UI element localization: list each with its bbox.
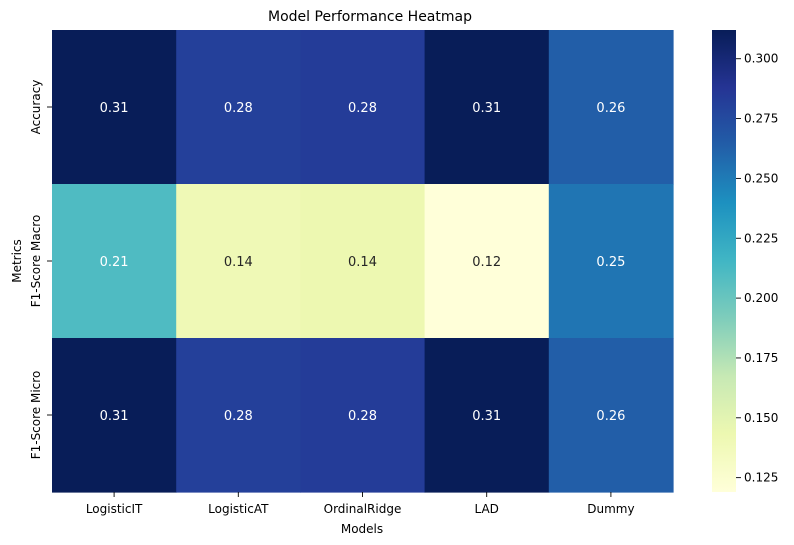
cell-value-label: 0.14 bbox=[224, 255, 253, 270]
heatmap-cell bbox=[300, 30, 426, 185]
heatmap-cell bbox=[176, 184, 301, 339]
heatmap-cell bbox=[548, 184, 674, 339]
cell-value-label: 0.31 bbox=[100, 409, 129, 424]
cell-value-label: 0.28 bbox=[348, 101, 377, 116]
heatmap-cell bbox=[176, 30, 301, 185]
colorbar-ticks: 0.125 0.150 0.175 0.200 0.225 0.250 0.275 0.300 bbox=[736, 52, 778, 485]
x-tick-label: LogisticIT bbox=[86, 502, 143, 516]
colorbar-tick-label: 0.200 bbox=[744, 291, 778, 305]
colorbar-tick-label: 0.125 bbox=[744, 471, 778, 485]
heatmap-cell bbox=[424, 30, 550, 185]
colorbar-tick-label: 0.150 bbox=[744, 411, 778, 425]
cell-value-label: 0.31 bbox=[472, 409, 501, 424]
heatmap-cell-labels: 0.31 0.28 0.28 0.31 0.26 0.21 0.14 0.14 0.12 0.25… bbox=[100, 101, 626, 424]
cell-value-label: 0.28 bbox=[348, 409, 377, 424]
x-axis: LogisticIT LogisticAT OrdinalRidge LAD Dummy bbox=[86, 492, 635, 516]
chart-title: Model Performance Heatmap bbox=[268, 9, 472, 25]
heatmap-cell bbox=[548, 30, 674, 185]
cell-value-label: 0.26 bbox=[596, 101, 625, 116]
y-axis: Accuracy F1-Score Macro F1-Score Micro bbox=[29, 80, 52, 460]
colorbar-tick-label: 0.175 bbox=[744, 351, 778, 365]
cell-value-label: 0.31 bbox=[100, 101, 129, 116]
colorbar-tick-label: 0.300 bbox=[744, 52, 778, 66]
heatmap-cell bbox=[52, 30, 177, 185]
heatmap-cell bbox=[548, 338, 674, 493]
colorbar-gradient bbox=[712, 30, 736, 492]
y-tick-label: F1-Score Macro bbox=[29, 215, 43, 308]
heatmap-cells bbox=[52, 30, 674, 493]
y-tick-label: Accuracy bbox=[29, 80, 43, 135]
cell-value-label: 0.28 bbox=[224, 101, 253, 116]
cell-value-label: 0.12 bbox=[472, 255, 501, 270]
y-tick-label: F1-Score Micro bbox=[29, 371, 43, 460]
heatmap-cell bbox=[300, 184, 426, 339]
x-axis-label: Models bbox=[341, 522, 383, 536]
heatmap-cell bbox=[52, 184, 177, 339]
x-tick-label: OrdinalRidge bbox=[324, 502, 402, 516]
heatmap-cell bbox=[176, 338, 301, 493]
cell-value-label: 0.28 bbox=[224, 409, 253, 424]
heatmap-cell bbox=[424, 338, 550, 493]
cell-value-label: 0.21 bbox=[100, 255, 129, 270]
x-tick-label: LogisticAT bbox=[208, 502, 269, 516]
y-axis-label: Metrics bbox=[10, 239, 24, 283]
colorbar-tick-label: 0.250 bbox=[744, 171, 778, 185]
heatmap-cell bbox=[52, 338, 177, 493]
colorbar: 0.125 0.150 0.175 0.200 0.225 0.250 0.275 0.300 bbox=[712, 30, 778, 492]
colorbar-tick-label: 0.275 bbox=[744, 112, 778, 126]
cell-value-label: 0.25 bbox=[596, 255, 625, 270]
x-tick-label: Dummy bbox=[587, 502, 634, 516]
cell-value-label: 0.26 bbox=[596, 409, 625, 424]
x-tick-label: LAD bbox=[474, 502, 498, 516]
heatmap-cell bbox=[300, 338, 426, 493]
cell-value-label: 0.31 bbox=[472, 101, 501, 116]
heatmap-cell bbox=[424, 184, 550, 339]
cell-value-label: 0.14 bbox=[348, 255, 377, 270]
colorbar-tick-label: 0.225 bbox=[744, 231, 778, 245]
